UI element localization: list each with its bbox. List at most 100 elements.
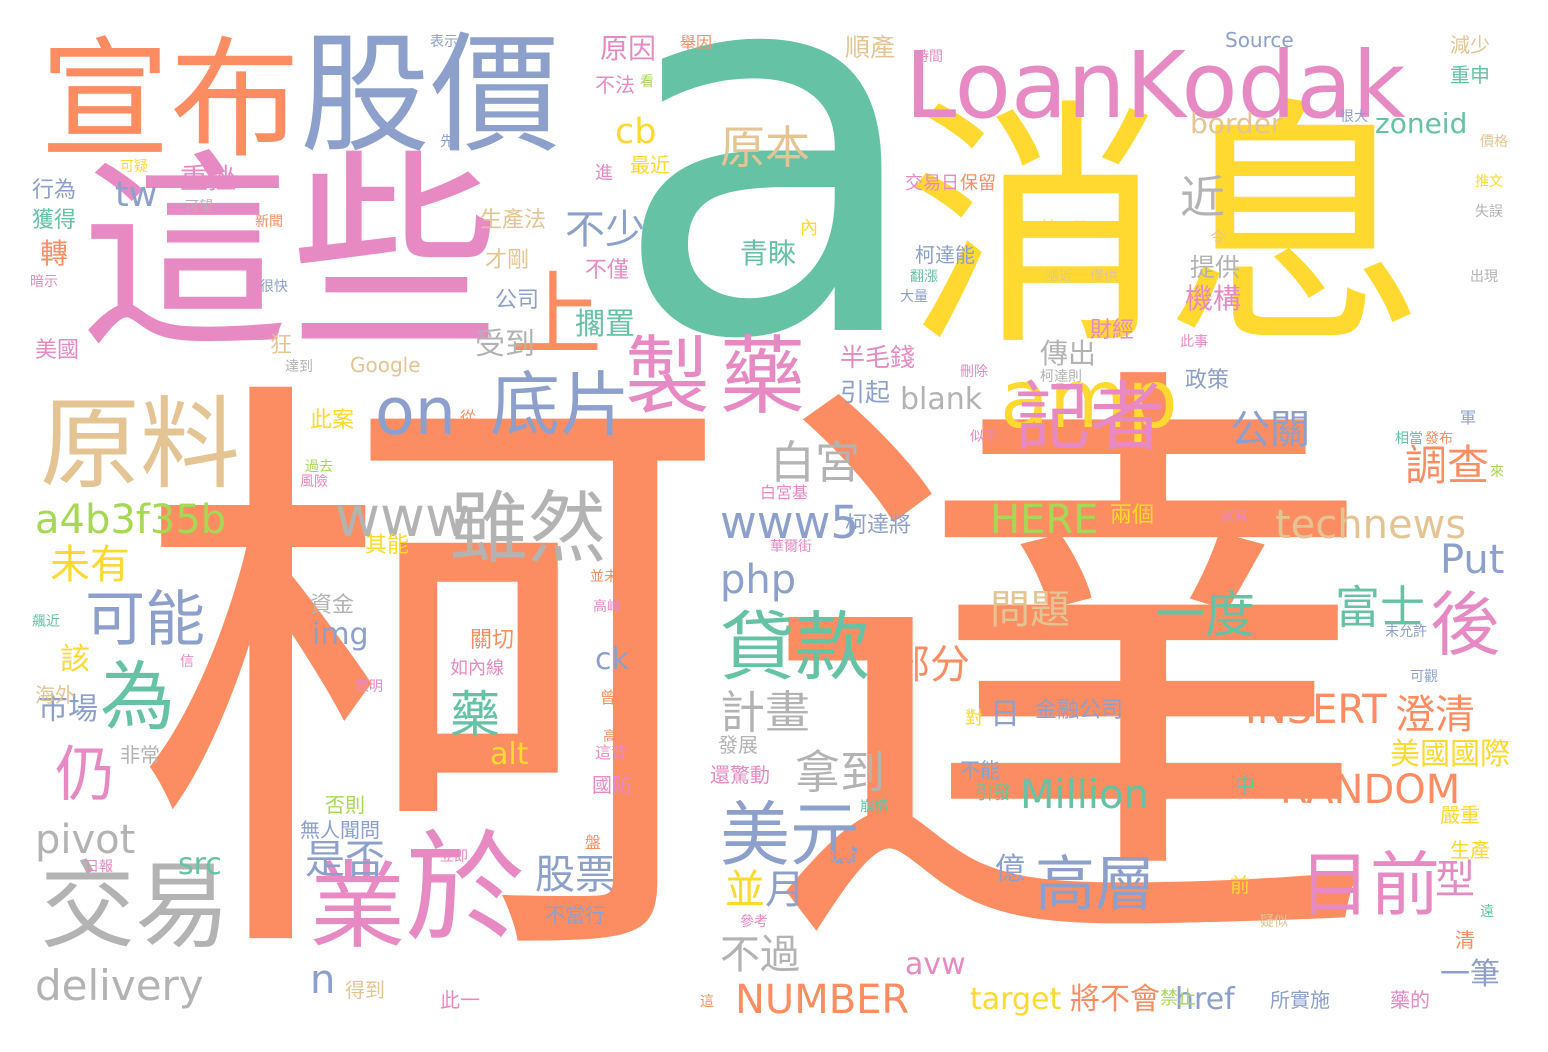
cloud-word-word-194: 日報 bbox=[85, 859, 113, 875]
cloud-word-word-143: 舉因 bbox=[680, 33, 713, 52]
cloud-word-word-152: 僅供 bbox=[1090, 269, 1118, 285]
cloud-word-word-27: 為 bbox=[100, 653, 176, 741]
cloud-word-word-105: 公司 bbox=[495, 288, 540, 313]
cloud-word-alt-82: alt bbox=[490, 737, 529, 772]
cloud-word-word-135: 重申 bbox=[1450, 63, 1490, 87]
cloud-word-here-42: HERE bbox=[990, 497, 1099, 543]
cloud-word-cb-63: cb bbox=[615, 112, 657, 152]
cloud-word-word-38: 一度 bbox=[1155, 586, 1255, 644]
cloud-word-word-12: 底片 bbox=[490, 364, 630, 446]
cloud-word-word-198: 遠 bbox=[1480, 904, 1494, 920]
cloud-word-word-123: 生產 bbox=[1450, 838, 1490, 862]
cloud-word-word-67: 受到 bbox=[475, 327, 535, 362]
cloud-word-word-165: 達到 bbox=[285, 359, 313, 375]
cloud-word-word-122: 前 bbox=[1230, 873, 1250, 897]
cloud-word-border-74: border bbox=[1190, 107, 1283, 140]
cloud-word-word-117: 得到 bbox=[345, 978, 385, 1002]
cloud-word-word-24: 目前 bbox=[1300, 844, 1440, 926]
cloud-word-word-92: 億 bbox=[995, 852, 1025, 887]
cloud-word-word-127: 依賴 bbox=[820, 848, 860, 872]
cloud-word-google-107: Google bbox=[350, 353, 421, 377]
cloud-word-word-89: 美國國際 bbox=[1390, 737, 1510, 772]
cloud-word-word-139: 保留 bbox=[960, 173, 996, 194]
cloud-word-word-160: 可望 bbox=[185, 199, 213, 215]
cloud-word-word-145: 很大 bbox=[1340, 109, 1368, 125]
cloud-word-word-173: 白宮基 bbox=[760, 483, 809, 502]
cloud-word-word-68: 原因 bbox=[600, 32, 657, 65]
cloud-word-zoneid-75: zoneid bbox=[1375, 107, 1468, 140]
cloud-word-a4b3f35b-35: a4b3f35b bbox=[35, 497, 227, 543]
cloud-word-word-112: 狂 bbox=[270, 333, 293, 358]
cloud-word-word-153: 令 bbox=[1210, 228, 1227, 247]
cloud-word-word-163: 暗示 bbox=[30, 274, 58, 290]
cloud-word-word-69: 青睞 bbox=[740, 237, 797, 270]
cloud-word-source-76: Source bbox=[1225, 28, 1294, 52]
cloud-word-word-26: 可能 bbox=[85, 585, 205, 655]
cloud-word-word-116: 否則 bbox=[325, 793, 365, 817]
cloud-word-word-195: 參考 bbox=[740, 914, 768, 930]
cloud-word-word-94: 引起 bbox=[840, 378, 891, 407]
cloud-word-word-100: 資金 bbox=[310, 593, 355, 618]
cloud-word-word-142: 表示 bbox=[430, 34, 458, 50]
cloud-word-word-5: 宣布 bbox=[40, 24, 301, 176]
cloud-word-word-176: 高峰 bbox=[593, 599, 621, 615]
cloud-word-n-59: n bbox=[310, 957, 336, 1003]
cloud-word-word-9: 上 bbox=[510, 262, 603, 369]
cloud-word-word-172: 風險 bbox=[300, 474, 328, 490]
cloud-word-word-140: 關切 bbox=[470, 628, 515, 653]
cloud-word-word-175: 並未 bbox=[590, 569, 618, 585]
cloud-word-word-185: 信 bbox=[180, 654, 194, 670]
cloud-word-word-193: 立即 bbox=[440, 849, 468, 865]
cloud-word-word-197: 疑似 bbox=[1260, 914, 1288, 930]
cloud-word-tw-64: tw bbox=[115, 175, 158, 215]
cloud-word-www5-23: www5 bbox=[720, 496, 860, 549]
cloud-word-word-57: 並 bbox=[725, 867, 765, 913]
cloud-word-a-2: a bbox=[610, 0, 929, 453]
cloud-word-word-99: 兩個 bbox=[1110, 503, 1155, 528]
cloud-word-word-129: 國防 bbox=[592, 773, 632, 797]
cloud-word-number-49: NUMBER bbox=[735, 977, 910, 1023]
cloud-word-word-181: 相當 bbox=[1395, 431, 1423, 447]
cloud-word-word-162: 看 bbox=[640, 74, 654, 90]
cloud-word-word-3: 消息 bbox=[905, 79, 1425, 381]
cloud-word-word-184: 飆近 bbox=[32, 614, 60, 630]
cloud-word-word-118: 此一 bbox=[440, 988, 480, 1012]
cloud-word-word-155: 大量 bbox=[900, 289, 928, 305]
cloud-word-word-178: 可觀 bbox=[1410, 669, 1438, 685]
cloud-word-word-133: 引發 bbox=[975, 783, 1011, 804]
cloud-word-word-138: 交易日 bbox=[905, 173, 959, 194]
cloud-word-word-10: 製 bbox=[625, 328, 711, 427]
cloud-word-put-62: Put bbox=[1440, 537, 1505, 583]
cloud-word-amp-14: amp bbox=[1000, 353, 1178, 446]
cloud-word-word-124: 嚴重 bbox=[1440, 803, 1480, 827]
cloud-word-word-148: 失誤 bbox=[1475, 204, 1503, 220]
cloud-word-word-98: 柯達將 bbox=[845, 513, 912, 538]
cloud-word-word-41: 公關 bbox=[1230, 407, 1310, 453]
cloud-word-word-177: 未允許 bbox=[1385, 624, 1427, 640]
cloud-word-word-70: 傳出 bbox=[1040, 337, 1097, 370]
cloud-word-word-65: 重挫 bbox=[180, 162, 237, 195]
cloud-word-pivot-37: pivot bbox=[35, 817, 136, 863]
cloud-word-word-101: 其能 bbox=[365, 533, 410, 558]
cloud-word-word-170: 從 bbox=[460, 408, 477, 427]
cloud-word-word-54: 問題 bbox=[990, 587, 1070, 633]
cloud-word-word-78: 市場 bbox=[38, 692, 98, 727]
cloud-word-word-157: 進 bbox=[595, 163, 613, 184]
cloud-word-word-95: 財經 bbox=[1090, 318, 1135, 343]
cloud-word-word-182: 來 bbox=[1490, 464, 1504, 480]
cloud-word-word-188: 高股 bbox=[603, 729, 631, 745]
cloud-word-word-56: 型 bbox=[1435, 857, 1475, 903]
cloud-word-word-103: 生產法 bbox=[480, 208, 547, 233]
cloud-word-word-161: 先 bbox=[440, 134, 454, 150]
cloud-word-word-72: 提供 bbox=[1190, 253, 1241, 282]
cloud-word-word-136: 最近 bbox=[630, 153, 670, 177]
cloud-word-word-149: 出現 bbox=[1470, 269, 1498, 285]
cloud-word-word-97: 柯達能 bbox=[915, 243, 975, 267]
cloud-word-word-66: 擱置 bbox=[575, 307, 635, 342]
cloud-word-word-96: 政策 bbox=[1185, 368, 1230, 393]
cloud-word-word-40: 調查 bbox=[1405, 441, 1490, 490]
cloud-word-word-119: 所實施 bbox=[1270, 988, 1330, 1012]
cloud-word-insert-51: INSERT bbox=[1245, 687, 1387, 733]
cloud-word-word-156: 內 bbox=[800, 218, 818, 239]
